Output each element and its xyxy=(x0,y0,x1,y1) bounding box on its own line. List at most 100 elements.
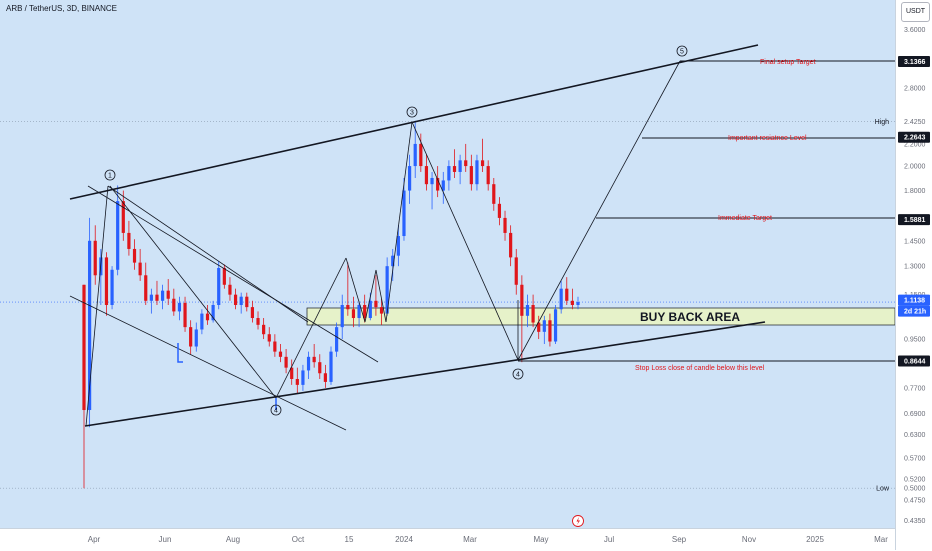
candle xyxy=(368,300,372,319)
candle xyxy=(239,296,243,305)
wave-3-4-leg xyxy=(411,121,519,361)
stop-loss-label: Stop Loss close of candle below this lev… xyxy=(635,365,765,372)
candle xyxy=(436,177,440,191)
wave-number: 1 xyxy=(108,173,112,180)
candle xyxy=(520,284,524,316)
candle xyxy=(413,143,417,167)
wave-marker xyxy=(104,169,116,181)
wave-4-5-leg xyxy=(517,60,681,361)
candle xyxy=(402,190,406,237)
price-axis[interactable] xyxy=(895,0,932,550)
candles-layer xyxy=(82,120,580,489)
candle xyxy=(407,166,412,191)
wave-leg-c xyxy=(364,269,377,323)
candle xyxy=(424,166,429,185)
candle xyxy=(323,373,327,382)
candle xyxy=(363,304,367,319)
candle xyxy=(189,327,193,347)
immediate-target-label: Immediate Target xyxy=(718,215,772,222)
candle xyxy=(357,304,361,319)
candle xyxy=(537,322,541,332)
candle xyxy=(160,290,165,301)
arrow-marker xyxy=(177,343,183,363)
wave-2-leg xyxy=(109,185,277,399)
candle xyxy=(205,313,210,321)
resistance-label: Important resiatnce Level xyxy=(728,135,807,142)
candle xyxy=(497,203,502,218)
drawings-layer xyxy=(69,44,895,431)
candle xyxy=(228,284,232,295)
time-axis[interactable] xyxy=(0,528,895,551)
candle xyxy=(194,329,198,347)
candle xyxy=(245,296,249,308)
candle xyxy=(121,201,125,233)
candle xyxy=(312,356,316,363)
wave-number: 4 xyxy=(274,408,278,415)
buyback-zone-layer xyxy=(306,307,896,326)
candle xyxy=(166,290,170,299)
candle xyxy=(172,298,176,312)
wave-number: 4 xyxy=(516,372,520,379)
candle xyxy=(222,267,226,285)
candle xyxy=(273,341,277,352)
candle xyxy=(262,324,266,335)
candle xyxy=(503,217,507,233)
candle xyxy=(183,302,187,328)
candle xyxy=(464,160,468,167)
candle xyxy=(233,294,238,305)
candle xyxy=(525,304,530,316)
candle xyxy=(553,309,558,342)
candle xyxy=(335,327,339,352)
candle xyxy=(138,262,142,276)
wave-3-leg xyxy=(385,121,413,323)
candle xyxy=(548,320,552,342)
candle xyxy=(480,160,485,167)
wave-marker xyxy=(676,45,688,57)
wave-1-leg xyxy=(85,185,109,427)
candle xyxy=(290,367,294,379)
candle xyxy=(177,302,182,312)
final-target-label: Final setup Target xyxy=(760,59,816,66)
candle xyxy=(301,370,305,385)
wave-marker xyxy=(512,368,524,380)
candle xyxy=(116,201,120,270)
wave-diagonal-line xyxy=(107,185,309,323)
wave-number: 3 xyxy=(410,110,414,117)
wave-leg-d xyxy=(375,269,387,323)
wedge-upper-line xyxy=(87,185,379,363)
candle xyxy=(509,232,513,258)
candle xyxy=(82,284,86,411)
candle xyxy=(570,300,574,305)
plot-area[interactable] xyxy=(0,0,895,528)
candle xyxy=(576,302,580,305)
candle xyxy=(217,267,221,305)
candle xyxy=(132,248,137,263)
candle xyxy=(306,356,311,371)
candle xyxy=(452,166,457,172)
wave-number: 5 xyxy=(680,49,684,56)
wave-leg-a xyxy=(275,257,347,399)
candle xyxy=(469,166,473,185)
grid-layer xyxy=(0,120,895,489)
candle xyxy=(318,362,322,374)
candle xyxy=(295,378,299,385)
wave-marker xyxy=(406,106,418,118)
candle xyxy=(475,160,479,185)
lower-channel-line xyxy=(84,321,766,427)
candle xyxy=(104,257,109,305)
candle xyxy=(256,318,260,325)
candle xyxy=(144,275,148,301)
currency-button[interactable]: USDT xyxy=(901,2,930,22)
candle xyxy=(284,356,288,368)
buyback-label: BUY BACK AREA xyxy=(640,310,740,324)
candle xyxy=(149,294,153,301)
candle xyxy=(211,304,215,321)
buyback-zone xyxy=(306,307,896,326)
candle xyxy=(559,288,563,310)
candle xyxy=(391,255,395,267)
candle xyxy=(486,166,490,185)
candle xyxy=(419,143,423,167)
candle xyxy=(447,166,451,181)
